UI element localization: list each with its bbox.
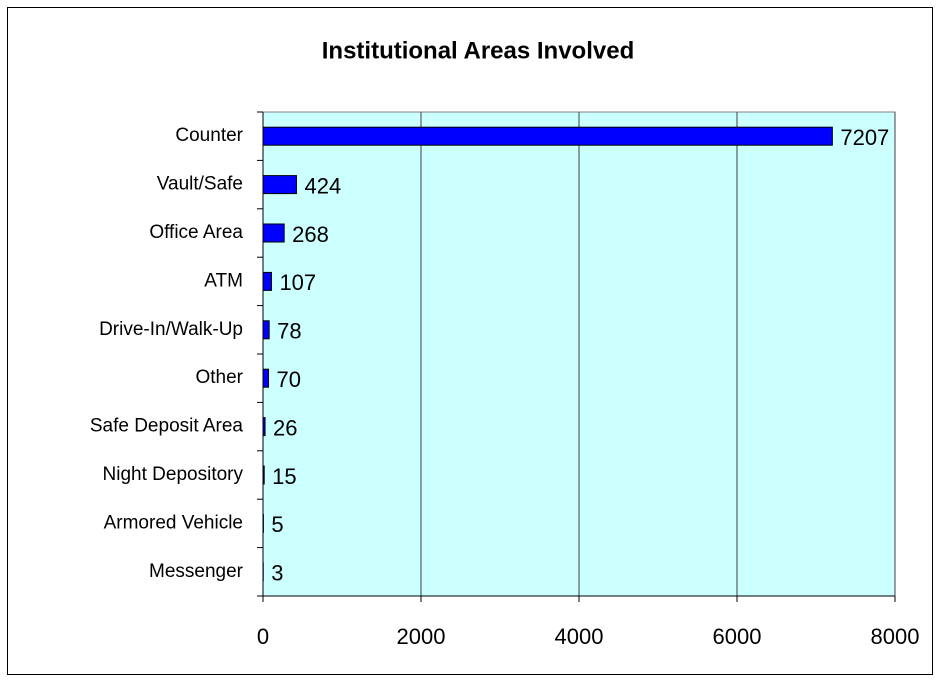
- value-label: 15: [272, 464, 296, 489]
- value-label: 424: [304, 173, 341, 198]
- y-tick-label: Office Area: [149, 222, 243, 243]
- x-tick-label: 6000: [713, 624, 762, 649]
- bar: [262, 175, 297, 195]
- value-label: 78: [277, 319, 301, 344]
- y-tick-label: Other: [195, 367, 243, 388]
- x-tick-label: 2000: [397, 624, 446, 649]
- x-tick-label: 4000: [555, 624, 604, 649]
- value-label: 70: [277, 367, 301, 392]
- y-tick-label: Vault/Safe: [157, 174, 243, 195]
- value-label: 268: [292, 222, 329, 247]
- y-tick-label: Armored Vehicle: [104, 512, 243, 533]
- y-tick-label: Night Depository: [103, 464, 244, 485]
- y-tick-label: ATM: [204, 270, 243, 291]
- bar: [262, 223, 285, 243]
- x-tick-label: 0: [257, 624, 269, 649]
- bar: [262, 126, 833, 146]
- value-label: 107: [279, 270, 316, 295]
- value-label: 5: [271, 512, 283, 537]
- x-tick-label: 8000: [871, 624, 920, 649]
- bar: [262, 465, 265, 485]
- bar: [262, 320, 270, 340]
- value-label: 26: [273, 415, 297, 440]
- bar: [262, 417, 266, 437]
- value-label: 7207: [840, 125, 889, 150]
- value-label: 3: [271, 561, 283, 586]
- y-tick-label: Counter: [175, 125, 243, 146]
- y-tick-label: Drive-In/Walk-Up: [99, 319, 243, 340]
- chart-title: Institutional Areas Involved: [322, 37, 635, 64]
- y-tick-label: Messenger: [149, 561, 244, 582]
- y-tick-label: Safe Deposit Area: [90, 416, 244, 437]
- bar: [262, 368, 270, 388]
- bar: [262, 271, 272, 291]
